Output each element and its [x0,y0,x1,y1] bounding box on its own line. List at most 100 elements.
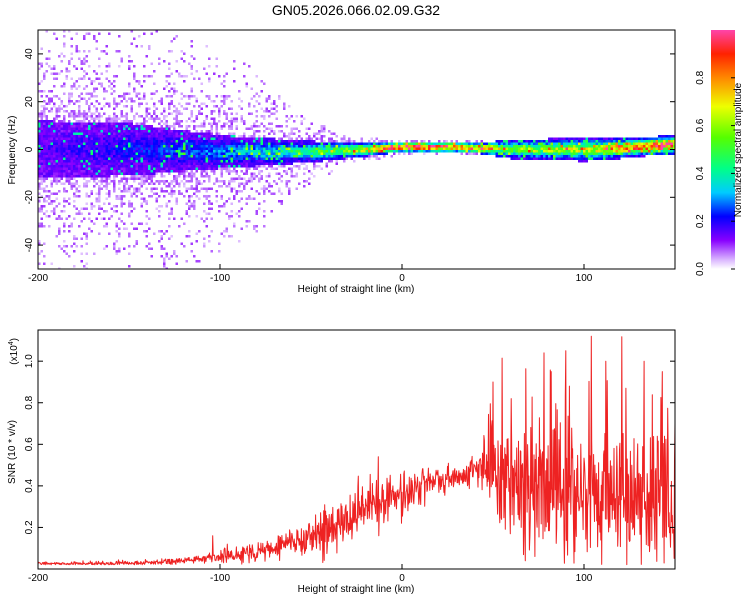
heatmap-cell [180,125,183,128]
heatmap-cell [130,30,133,33]
heatmap-cell [103,127,106,130]
heatmap-cell [328,145,331,148]
heatmap-cell [568,145,571,148]
heatmap-cell [443,150,446,153]
heatmap-cell [185,75,188,78]
heatmap-cell [370,145,373,148]
heatmap-cell [100,72,103,75]
heatmap-cell [133,145,136,148]
heatmap-cell [88,195,91,198]
heatmap-cell [98,157,101,160]
heatmap-cell [188,187,191,190]
heatmap-cell [298,157,301,160]
heatmap-cell [155,160,158,163]
heatmap-cell [303,160,306,163]
heatmap-cell [73,127,76,130]
heatmap-cell [138,132,141,135]
heatmap-cell [75,145,78,148]
heatmap-cell [515,152,518,155]
heatmap-cell [193,135,196,138]
heatmap-cell [288,155,291,158]
heatmap-cell [250,112,253,115]
heatmap-cell [100,82,103,85]
colorbar-tick-label: 0.2 [695,214,706,228]
heatmap-cell [148,217,151,220]
heatmap-cell [233,117,236,120]
heatmap-cell [118,140,121,143]
heatmap-cell [75,135,78,138]
heatmap-cell [75,112,78,115]
heatmap-cell [128,157,131,160]
heatmap-cell [298,160,301,163]
heatmap-cell [238,210,241,213]
heatmap-cell [80,170,83,173]
heatmap-cell [468,152,471,155]
heatmap-cell [155,152,158,155]
heatmap-cell [83,182,86,185]
heatmap-cell [565,145,568,148]
heatmap-cell [268,122,271,125]
heatmap-cell [223,125,226,128]
heatmap-cell [93,117,96,120]
heatmap-cell [53,77,56,80]
heatmap-cell [160,162,163,165]
heatmap-cell [215,195,218,198]
heatmap-cell [308,157,311,160]
heatmap-cell [125,142,128,145]
heatmap-cell [255,190,258,193]
heatmap-cell [158,150,161,153]
heatmap-cell [113,247,116,250]
heatmap-cell [270,185,273,188]
heatmap-cell [60,152,63,155]
heatmap-cell [460,152,463,155]
heatmap-cell [128,147,131,150]
heatmap-cell [608,137,611,140]
heatmap-cell [130,97,133,100]
heatmap-cell [210,127,213,130]
heatmap-cell [158,240,161,243]
heatmap-cell [388,150,391,153]
heatmap-cell [210,162,213,165]
heatmap-cell [193,165,196,168]
heatmap-cell [80,142,83,145]
heatmap-cell [128,140,131,143]
heatmap-cell [40,147,43,150]
spectrogram-ylabel: Frequency (Hz) [7,116,18,185]
heatmap-cell [130,135,133,138]
heatmap-cell [198,77,201,80]
heatmap-cell [303,180,306,183]
heatmap-cell [43,155,46,158]
heatmap-cell [608,140,611,143]
heatmap-cell [615,142,618,145]
heatmap-cell [48,157,51,160]
heatmap-cell [145,177,148,180]
heatmap-cell [90,127,93,130]
heatmap-cell [60,60,63,63]
heatmap-cell [173,185,176,188]
heatmap-cell [553,142,556,145]
heatmap-cell [160,125,163,128]
heatmap-cell [195,185,198,188]
heatmap-cell [160,165,163,168]
heatmap-cell [150,32,153,35]
heatmap-cell [78,212,81,215]
heatmap-cell [158,57,161,60]
heatmap-cell [395,150,398,153]
heatmap-cell [458,147,461,150]
heatmap-cell [183,185,186,188]
heatmap-cell [545,157,548,160]
heatmap-cell [630,137,633,140]
heatmap-cell [93,90,96,93]
heatmap-cell [518,157,521,160]
heatmap-cell [165,255,168,258]
heatmap-cell [268,162,271,165]
heatmap-cell [58,97,61,100]
heatmap-cell [320,127,323,130]
heatmap-cell [225,145,228,148]
heatmap-cell [158,152,161,155]
heatmap-cell [45,157,48,160]
heatmap-cell [565,147,568,150]
heatmap-cell [415,145,418,148]
heatmap-cell [315,147,318,150]
heatmap-cell [285,125,288,128]
